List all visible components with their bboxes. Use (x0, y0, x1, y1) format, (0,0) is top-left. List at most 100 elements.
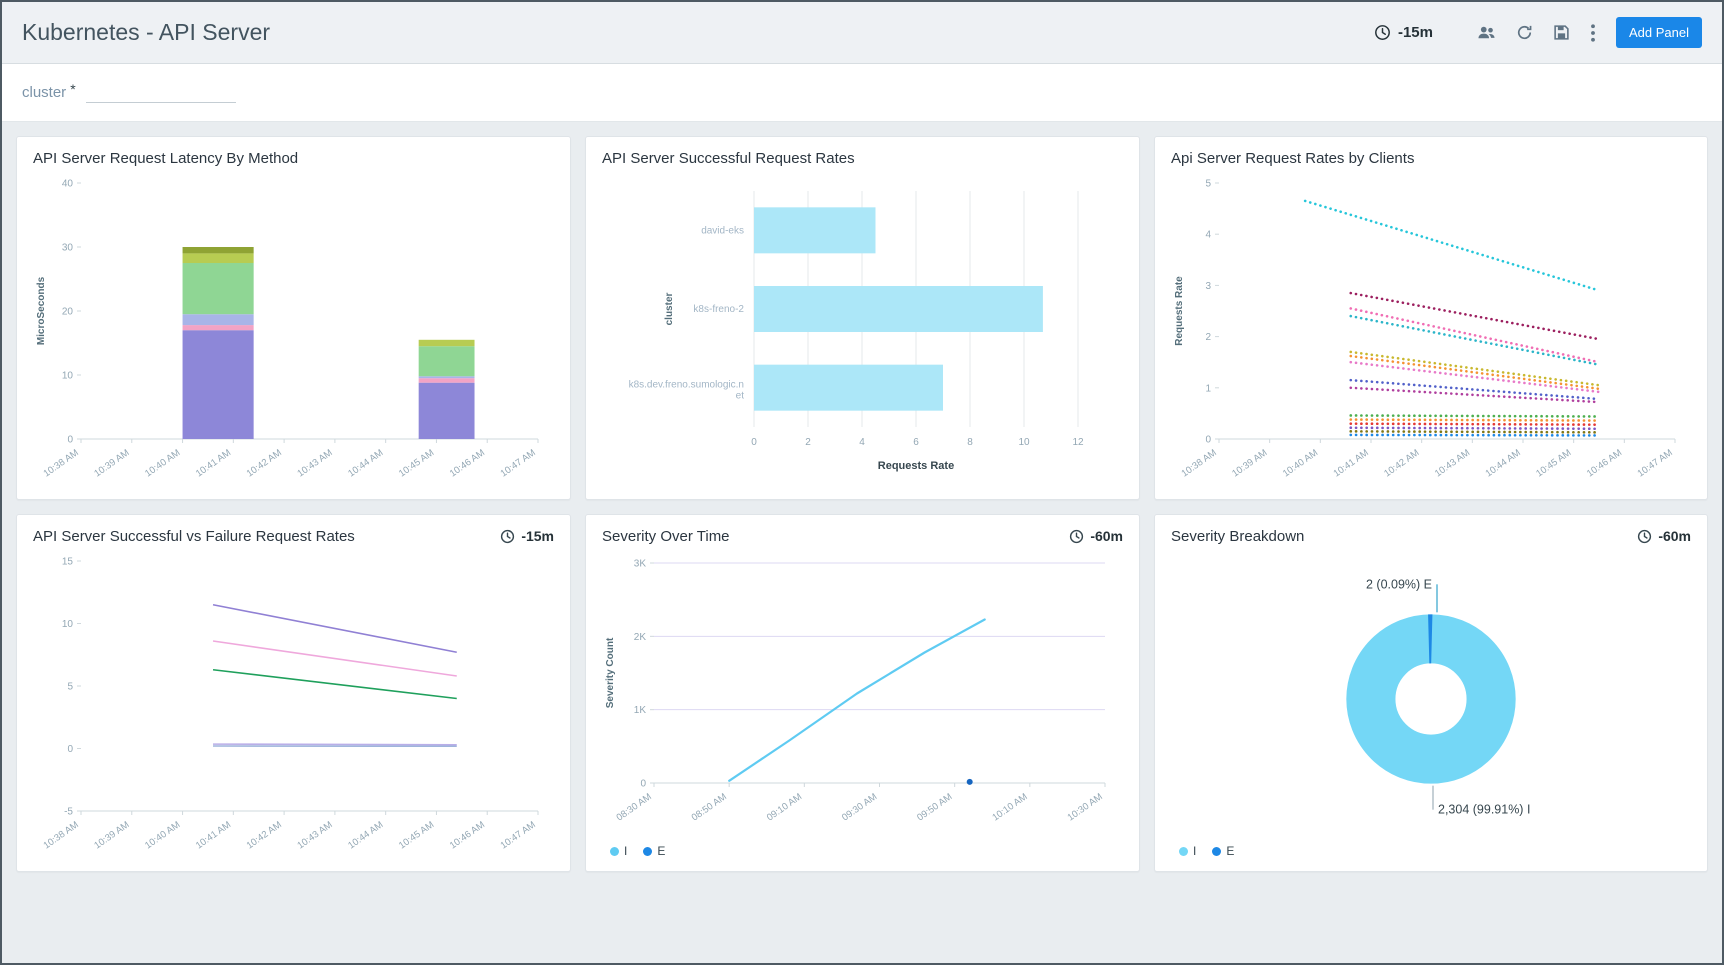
success-vs-failure-chart: -5 0 5 10 15 10:38 AM 10:39 AM 10:40 AM 10:41 AM… (42, 557, 539, 851)
topbar-actions: -15m Add Panel (1374, 17, 1702, 48)
legend-item-I[interactable]: I (610, 844, 627, 858)
svg-text:10:38 AM: 10:38 AM (42, 819, 81, 851)
svg-text:david-eks: david-eks (701, 225, 744, 236)
svg-text:10:41 AM: 10:41 AM (194, 447, 233, 479)
panel-time-range[interactable]: -60m (1069, 528, 1123, 544)
panel-title: API Server Successful Request Rates (602, 150, 855, 167)
svg-text:2K: 2K (634, 632, 647, 643)
svg-text:3K: 3K (634, 559, 647, 570)
time-range-control[interactable]: -15m (1374, 24, 1433, 41)
svg-text:10:46 AM: 10:46 AM (448, 447, 487, 479)
required-mark: * (70, 80, 76, 97)
svg-text:1: 1 (1205, 383, 1211, 394)
svg-text:10:47 AM: 10:47 AM (499, 447, 538, 479)
svg-text:Requests Rate: Requests Rate (1174, 276, 1185, 346)
add-panel-button[interactable]: Add Panel (1616, 17, 1702, 48)
svg-text:1K: 1K (634, 705, 647, 716)
svg-text:10:42 AM: 10:42 AM (245, 819, 284, 851)
svg-text:10:46 AM: 10:46 AM (448, 819, 487, 851)
legend-item-E[interactable]: E (643, 844, 665, 858)
request-latency-chart: 0 10 20 30 40 10:38 AM 10:39 AM 10:40 AM 10:41 A… (36, 179, 539, 479)
svg-text:10:39 AM: 10:39 AM (92, 819, 131, 851)
successful-request-rates-chart: 0 2 4 6 8 10 12 david-eks k8s-freno-2 k8s.dev.fre… (629, 191, 1084, 472)
svg-text:8: 8 (967, 437, 973, 448)
svg-text:10:47 AM: 10:47 AM (1636, 447, 1675, 479)
svg-text:-5: -5 (64, 807, 73, 818)
svg-text:09:30 AM: 09:30 AM (840, 791, 879, 823)
svg-text:10:40 AM: 10:40 AM (1281, 447, 1320, 479)
panel-request-latency: API Server Request Latency By Method 0 10… (16, 136, 571, 500)
time-range-value: -15m (1397, 24, 1433, 41)
panel-successful-request-rates: API Server Successful Request Rates 0 2 4 6… (585, 136, 1140, 500)
panel-request-rates-by-clients: Api Server Request Rates by Clients 0 1 2 3… (1154, 136, 1708, 500)
svg-text:10:38 AM: 10:38 AM (1180, 447, 1219, 479)
svg-text:10:39 AM: 10:39 AM (1230, 447, 1269, 479)
svg-text:09:50 AM: 09:50 AM (915, 791, 954, 823)
users-icon (1478, 26, 1495, 39)
svg-text:MicroSeconds: MicroSeconds (36, 276, 47, 345)
svg-text:10:41 AM: 10:41 AM (1332, 447, 1371, 479)
more-options-button[interactable] (1590, 23, 1596, 42)
svg-text:10:40 AM: 10:40 AM (143, 819, 182, 851)
share-users-button[interactable] (1477, 24, 1496, 41)
svg-text:15: 15 (62, 557, 74, 568)
svg-text:10:30 AM: 10:30 AM (1066, 791, 1105, 823)
svg-text:10:46 AM: 10:46 AM (1585, 447, 1624, 479)
svg-text:10:44 AM: 10:44 AM (1484, 447, 1523, 479)
severity-breakdown-donut: 2 (0.09%) E 2,304 (99.91%) I (1346, 577, 1530, 817)
svg-text:12: 12 (1072, 437, 1084, 448)
panel-title: API Server Request Latency By Method (33, 150, 299, 167)
severity-over-time-chart: 0 1K 2K 3K 08:30 AM 08:50 AM 09:10 AM 09:30 AM 0… (605, 559, 1106, 823)
svg-text:10: 10 (62, 619, 74, 630)
svg-text:2,304 (99.91%) I: 2,304 (99.91%) I (1438, 803, 1530, 817)
svg-text:6: 6 (913, 437, 919, 448)
panel-time-range[interactable]: -60m (1637, 528, 1691, 544)
refresh-button[interactable] (1516, 24, 1533, 41)
svg-text:0: 0 (751, 437, 757, 448)
svg-text:10:42 AM: 10:42 AM (1382, 447, 1421, 479)
cluster-filter-input[interactable] (85, 82, 236, 103)
svg-text:4: 4 (1205, 230, 1211, 241)
top-bar: Kubernetes - API Server -15m Add Panel (2, 2, 1722, 64)
svg-text:10:45 AM: 10:45 AM (1534, 447, 1573, 479)
legend-item-E[interactable]: E (1212, 844, 1234, 858)
svg-text:10:10 AM: 10:10 AM (990, 791, 1029, 823)
svg-text:10:38 AM: 10:38 AM (42, 447, 81, 479)
svg-text:0: 0 (640, 779, 646, 790)
svg-text:08:30 AM: 08:30 AM (615, 791, 654, 823)
svg-text:0: 0 (67, 435, 73, 446)
svg-text:10:44 AM: 10:44 AM (346, 819, 385, 851)
svg-text:10:47 AM: 10:47 AM (499, 819, 538, 851)
panel-title: Api Server Request Rates by Clients (1171, 150, 1415, 167)
svg-text:5: 5 (67, 682, 73, 693)
svg-text:30: 30 (62, 243, 74, 254)
svg-text:10:41 AM: 10:41 AM (194, 819, 233, 851)
kebab-menu-icon (1591, 23, 1595, 42)
svg-text:5: 5 (1205, 179, 1211, 190)
save-icon (1554, 25, 1569, 40)
legend-item-I[interactable]: I (1179, 844, 1196, 858)
request-rates-by-clients-chart: 0 1 2 3 4 5 10:38 AM 10:39 AM 10:40 AM 10:41 AM 10… (1174, 179, 1676, 479)
svg-text:10:45 AM: 10:45 AM (397, 447, 436, 479)
svg-text:k8s.dev.freno.sumologic.n: k8s.dev.freno.sumologic.n (629, 380, 744, 391)
svg-text:2: 2 (1205, 332, 1211, 343)
clock-icon (1375, 25, 1390, 40)
panel-grid: API Server Request Latency By Method 0 10… (2, 122, 1722, 963)
svg-text:et: et (736, 391, 745, 402)
svg-text:09:10 AM: 09:10 AM (765, 791, 804, 823)
save-button[interactable] (1553, 24, 1570, 41)
svg-text:10:44 AM: 10:44 AM (346, 447, 385, 479)
svg-text:Severity Count: Severity Count (605, 637, 616, 708)
filter-bar: cluster * (2, 64, 1722, 122)
panel-time-range[interactable]: -15m (500, 528, 554, 544)
refresh-icon (1517, 25, 1532, 40)
page-title: Kubernetes - API Server (22, 19, 271, 45)
panel-severity-breakdown: Severity Breakdown -60m 2 (0.09%) E 2,304… (1154, 514, 1708, 872)
svg-text:10:40 AM: 10:40 AM (143, 447, 182, 479)
svg-text:2: 2 (805, 437, 811, 448)
svg-text:Requests Rate: Requests Rate (878, 460, 954, 472)
svg-text:cluster: cluster (664, 292, 675, 325)
svg-text:k8s-freno-2: k8s-freno-2 (693, 304, 744, 315)
